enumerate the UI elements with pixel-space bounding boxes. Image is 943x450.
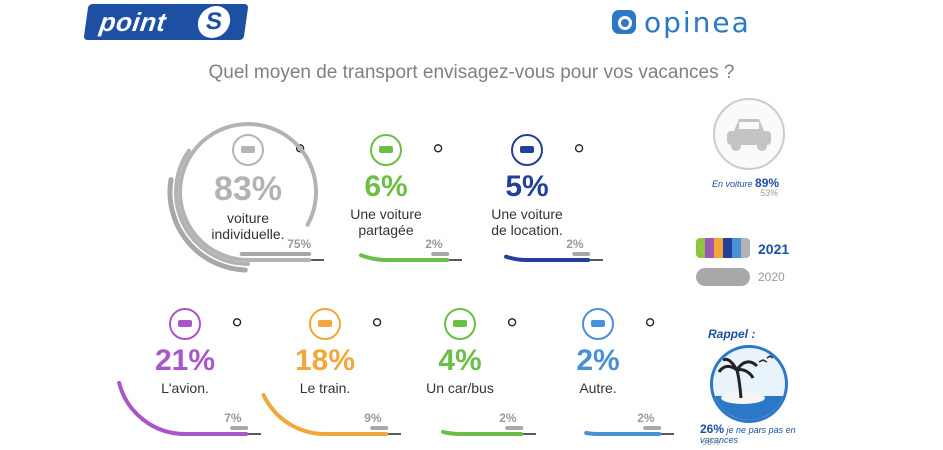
car-icon xyxy=(232,134,264,166)
category-4: 18% Le train. xyxy=(255,308,395,396)
side-car-prev: 53% xyxy=(760,188,779,198)
category-value: 83% xyxy=(213,170,283,208)
value-arc-3 xyxy=(117,380,187,436)
previous-year-value: 2% xyxy=(566,237,584,251)
category-label: Le train. xyxy=(255,380,395,396)
opinea-logo-mark xyxy=(612,10,636,34)
category-label-line1: Le train. xyxy=(299,380,351,396)
rappel-prev: 53% xyxy=(702,437,721,447)
shared-car-icon xyxy=(370,134,402,166)
legend-2021-label: 2021 xyxy=(758,241,790,257)
rappel-title: Rappel : xyxy=(708,327,756,341)
category-value: 2% xyxy=(576,344,620,377)
car-icon-glyph xyxy=(241,146,255,153)
prev-arc-0 xyxy=(167,177,248,273)
category-label: voiture individuelle. xyxy=(178,210,318,242)
palm-island-icon xyxy=(713,355,785,420)
arc-end-marker-4 xyxy=(372,318,382,327)
category-0: 83% voiture individuelle. xyxy=(178,134,318,242)
bus-icon xyxy=(444,308,476,340)
category-label-line1: Un car/bus xyxy=(426,380,494,396)
legend-2020-swatch xyxy=(696,268,750,286)
category-value: 18% xyxy=(294,344,356,377)
category-label-line2: individuelle. xyxy=(211,226,285,242)
previous-year-value: 75% xyxy=(287,237,312,251)
category-label: Une voiture partagée xyxy=(316,206,456,238)
train-icon-glyph xyxy=(318,320,332,327)
legend-2021-stripe xyxy=(714,238,723,258)
category-label-line1: Une voiture xyxy=(350,206,422,222)
category-label-line1: voiture xyxy=(226,210,270,226)
category-label: Un car/bus xyxy=(390,380,530,396)
value-arc-2 xyxy=(504,254,529,263)
value-arc-outer-0 xyxy=(174,148,250,266)
previous-year-value: 2% xyxy=(425,237,443,251)
category-label-line2: de location. xyxy=(491,222,563,238)
rappel-value: 26% xyxy=(700,422,725,436)
arc-end-marker-5 xyxy=(507,318,517,327)
bus-icon-glyph xyxy=(453,320,467,327)
plane-icon-glyph xyxy=(178,320,192,327)
arc-end-marker-6 xyxy=(645,318,655,327)
side-car-label: En voiture 89% xyxy=(712,176,780,190)
side-car-icon xyxy=(727,119,771,151)
rental-car-icon-glyph xyxy=(520,146,534,153)
value-arc-4 xyxy=(261,393,327,436)
previous-year-value: 2% xyxy=(499,411,517,425)
category-label: L'avion. xyxy=(115,380,255,396)
chart-title: Quel moyen de transport envisagez-vous p… xyxy=(208,62,735,83)
value-arc-5 xyxy=(441,429,462,437)
category-6: 2% Autre. xyxy=(528,308,668,396)
rappel-text: je ne pars pas en vacances xyxy=(700,425,796,445)
value-arc-6 xyxy=(584,431,600,437)
arc-end-marker-2 xyxy=(574,144,584,153)
dots-icon xyxy=(582,308,614,340)
opinea-logo-text: opinea xyxy=(644,6,751,39)
category-1: 6% Une voiture partagée xyxy=(316,134,456,238)
value-arc-0 xyxy=(178,122,319,262)
train-icon xyxy=(309,308,341,340)
value-arc-1 xyxy=(359,253,388,262)
previous-year-value: 9% xyxy=(364,411,382,425)
category-label-line1: Autre. xyxy=(579,380,617,396)
category-label-line1: Une voiture xyxy=(491,206,563,222)
category-value: 4% xyxy=(438,344,482,377)
category-label-line1: L'avion. xyxy=(161,380,209,396)
legend-2021-stripe xyxy=(696,238,705,258)
category-3: 21% L'avion. xyxy=(115,308,255,396)
side-car-circle xyxy=(713,98,785,170)
previous-year-value: 2% xyxy=(637,411,655,425)
previous-year-value: 7% xyxy=(224,411,242,425)
rappel-circle xyxy=(710,345,788,423)
dots-icon-glyph xyxy=(591,320,605,327)
category-label: Autre. xyxy=(528,380,668,396)
legend-2021-swatch xyxy=(696,238,750,258)
arc-end-marker-3 xyxy=(232,318,242,327)
category-value: 5% xyxy=(505,170,549,203)
rappel-note: 26% je ne pars pas en vacances xyxy=(700,422,800,445)
category-5: 4% Un car/bus xyxy=(390,308,530,396)
legend-2021-stripe xyxy=(732,238,741,258)
arc-end-marker-1 xyxy=(433,144,443,153)
plane-icon xyxy=(169,308,201,340)
legend-2021-stripe xyxy=(741,238,750,258)
category-2: 5% Une voiture de location. xyxy=(457,134,597,238)
shared-car-icon-glyph xyxy=(379,146,393,153)
category-value: 21% xyxy=(154,344,216,377)
rental-car-icon xyxy=(511,134,543,166)
category-label: Une voiture de location. xyxy=(457,206,597,238)
side-car-value: 89% xyxy=(755,176,780,190)
category-value: 6% xyxy=(364,170,408,203)
legend-2021-stripe xyxy=(705,238,714,258)
legend-2021-stripe xyxy=(723,238,732,258)
legend-2020-label: 2020 xyxy=(758,270,785,284)
category-label-line2: partagée xyxy=(358,222,414,238)
